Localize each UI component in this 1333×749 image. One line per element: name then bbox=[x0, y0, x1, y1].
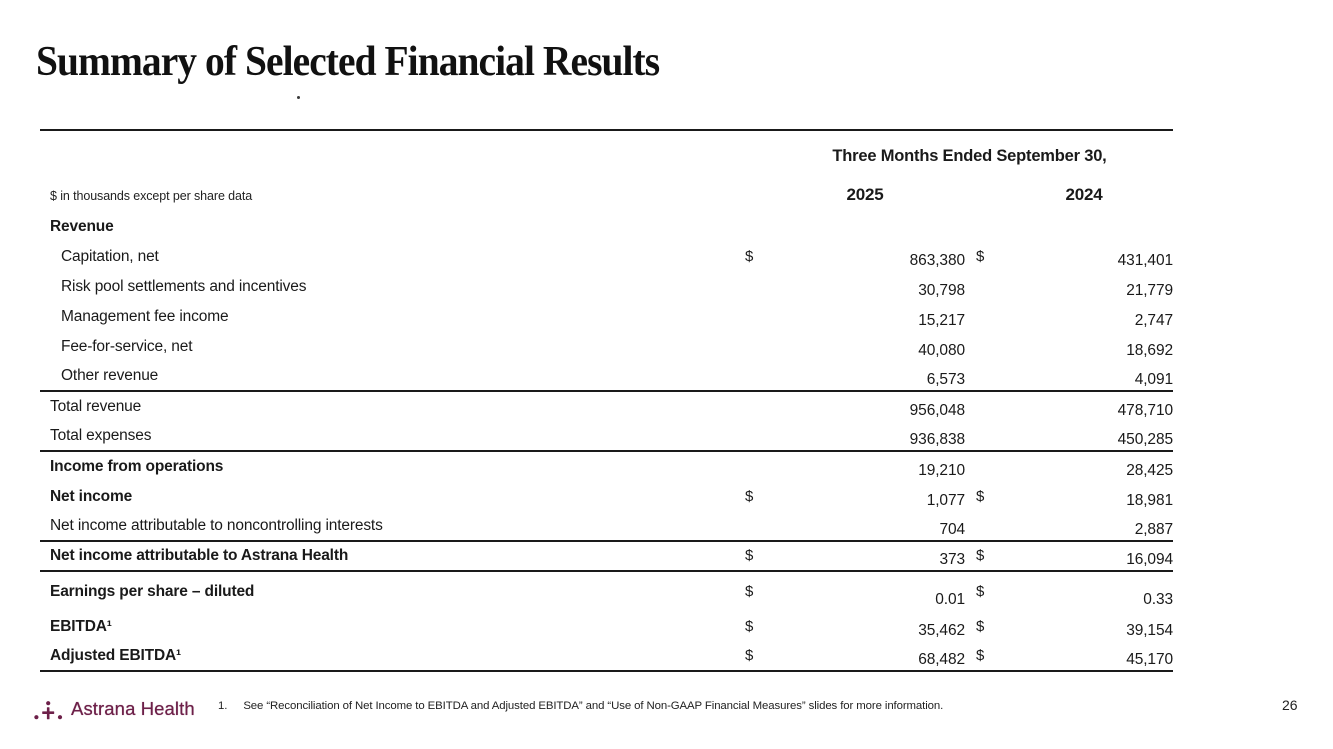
row-label: Management fee income bbox=[61, 308, 229, 325]
value-2024: 478,710 bbox=[1117, 402, 1173, 419]
financial-results-table: Three Months Ended September 30, $ in th… bbox=[40, 129, 1173, 672]
value-2025: 373 bbox=[939, 551, 965, 568]
row-label: Revenue bbox=[50, 218, 114, 235]
value-2025: 704 bbox=[939, 521, 965, 538]
value-2025: 936,838 bbox=[909, 431, 965, 448]
table-row: Other revenue 6,573 4,091 bbox=[40, 362, 1173, 392]
table-row: Capitation, net $ 863,380 $ 431,401 bbox=[40, 242, 1173, 272]
company-logo: Astrana Health bbox=[34, 697, 195, 721]
row-label: Other revenue bbox=[61, 367, 159, 384]
dollar-sign-2025: $ bbox=[745, 546, 754, 564]
table-row: Net income $ 1,077 $ 18,981 bbox=[40, 482, 1173, 512]
row-label: Total revenue bbox=[50, 398, 142, 415]
value-2024: 39,154 bbox=[1126, 622, 1173, 639]
value-2025: 0.01 bbox=[935, 591, 965, 608]
row-label: Earnings per share – diluted bbox=[50, 583, 255, 600]
row-label: Income from operations bbox=[50, 458, 224, 475]
value-2025: 956,048 bbox=[909, 402, 965, 419]
table-row: Risk pool settlements and incentives 30,… bbox=[40, 272, 1173, 302]
table-row: Total revenue 956,048 478,710 bbox=[40, 392, 1173, 422]
table-row: Income from operations 19,210 28,425 bbox=[40, 452, 1173, 482]
table-row: Fee-for-service, net 40,080 18,692 bbox=[40, 332, 1173, 362]
value-2024: 16,094 bbox=[1126, 551, 1173, 568]
row-label: Total expenses bbox=[50, 427, 152, 444]
table-row: Management fee income 15,217 2,747 bbox=[40, 302, 1173, 332]
table-row: EBITDA¹ $ 35,462 $ 39,154 bbox=[40, 612, 1173, 642]
table-body: Revenue Capitation, net $ 863,380 $ 431,… bbox=[40, 212, 1173, 672]
value-2025: 68,482 bbox=[918, 651, 965, 668]
dollar-sign-2024: $ bbox=[976, 617, 985, 635]
dollar-sign-2025: $ bbox=[745, 487, 754, 505]
decorative-dot bbox=[297, 96, 300, 99]
footnote-text: See “Reconciliation of Net Income to EBI… bbox=[243, 700, 944, 712]
dollar-sign-2024: $ bbox=[976, 646, 985, 664]
value-2024: 450,285 bbox=[1117, 431, 1173, 448]
table-row: Total expenses 936,838 450,285 bbox=[40, 422, 1173, 452]
value-2025: 19,210 bbox=[918, 462, 965, 479]
footnote: 1. See “Reconciliation of Net Income to … bbox=[218, 700, 943, 712]
table-header-years: $ in thousands except per share data 202… bbox=[40, 174, 1173, 212]
row-label: Net income attributable to noncontrollin… bbox=[50, 517, 383, 534]
table-row: Earnings per share – diluted $ 0.01 $ 0.… bbox=[40, 572, 1173, 612]
value-2024: 4,091 bbox=[1134, 371, 1173, 388]
row-label: Net income attributable to Astrana Healt… bbox=[50, 547, 349, 564]
table-row: Net income attributable to Astrana Healt… bbox=[40, 542, 1173, 572]
dollar-sign-2024: $ bbox=[976, 546, 985, 564]
value-2025: 863,380 bbox=[909, 252, 965, 269]
value-2024: 0.33 bbox=[1143, 591, 1173, 608]
row-label: EBITDA¹ bbox=[50, 618, 112, 635]
dollar-sign-2024: $ bbox=[976, 582, 985, 600]
value-2024: 2,887 bbox=[1134, 521, 1173, 538]
footnote-number: 1. bbox=[218, 700, 228, 712]
value-2024: 431,401 bbox=[1117, 252, 1173, 269]
value-2024: 21,779 bbox=[1126, 282, 1173, 299]
table-row: Adjusted EBITDA¹ $ 68,482 $ 45,170 bbox=[40, 642, 1173, 672]
value-2025: 1,077 bbox=[926, 492, 965, 509]
dollar-sign-2025: $ bbox=[745, 247, 754, 265]
astrana-logo-icon bbox=[34, 701, 63, 720]
value-2025: 15,217 bbox=[918, 312, 965, 329]
page-title: Summary of Selected Financial Results bbox=[36, 39, 660, 85]
table-row: Revenue bbox=[40, 212, 1173, 242]
dollar-sign-2025: $ bbox=[745, 582, 754, 600]
dollar-sign-2025: $ bbox=[745, 617, 754, 635]
value-2024: 18,692 bbox=[1126, 342, 1173, 359]
value-2025: 30,798 bbox=[918, 282, 965, 299]
row-label: Net income bbox=[50, 488, 133, 505]
units-note: $ in thousands except per share data bbox=[50, 189, 253, 203]
value-2024: 18,981 bbox=[1126, 492, 1173, 509]
company-name: Astrana Health bbox=[71, 698, 195, 719]
value-2024: 28,425 bbox=[1126, 462, 1173, 479]
row-label: Adjusted EBITDA¹ bbox=[50, 647, 182, 664]
column-header-2025: 2025 bbox=[846, 185, 884, 204]
value-2024: 2,747 bbox=[1134, 312, 1173, 329]
dollar-sign-2025: $ bbox=[745, 646, 754, 664]
dollar-sign-2024: $ bbox=[976, 487, 985, 505]
period-header: Three Months Ended September 30, bbox=[832, 147, 1107, 165]
page-number: 26 bbox=[1282, 697, 1298, 713]
column-header-2024: 2024 bbox=[1065, 185, 1103, 204]
value-2025: 6,573 bbox=[926, 371, 965, 388]
value-2025: 35,462 bbox=[918, 622, 965, 639]
table-header-period: Three Months Ended September 30, bbox=[40, 131, 1173, 174]
row-label: Risk pool settlements and incentives bbox=[61, 278, 307, 295]
row-label: Fee-for-service, net bbox=[61, 338, 193, 355]
row-label: Capitation, net bbox=[61, 248, 159, 265]
value-2025: 40,080 bbox=[918, 342, 965, 359]
table-row: Net income attributable to noncontrollin… bbox=[40, 512, 1173, 542]
dollar-sign-2024: $ bbox=[976, 247, 985, 265]
value-2024: 45,170 bbox=[1126, 651, 1173, 668]
